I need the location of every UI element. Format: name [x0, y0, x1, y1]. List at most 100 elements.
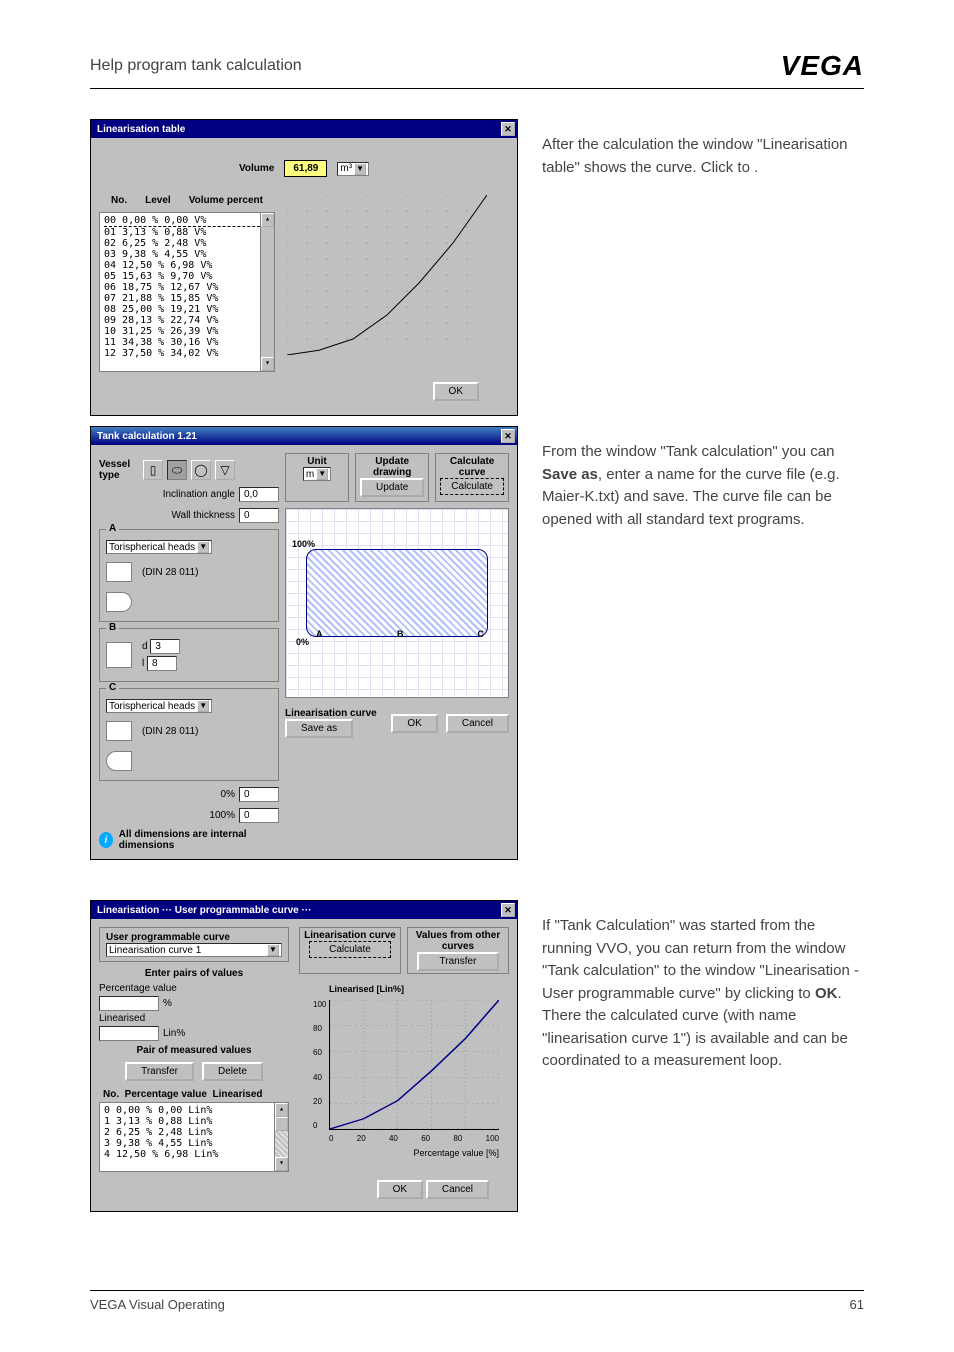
- section-a-label: A: [106, 523, 119, 534]
- table-row[interactable]: 04 12,50 % 6,98 V%: [104, 260, 270, 271]
- table-row[interactable]: 11 34,38 % 30,16 V%: [104, 337, 270, 348]
- scrollbar[interactable]: ▴▾: [260, 213, 274, 371]
- value-list[interactable]: 00 0,00 % 0,00 V%01 3,13 % 0,88 V%02 6,2…: [99, 212, 275, 372]
- ytick: 100: [313, 1000, 327, 1009]
- info-text: All dimensions are internal dimensions: [119, 829, 279, 851]
- d-input[interactable]: [150, 639, 180, 654]
- table-row[interactable]: 01 3,13 % 0,88 V%: [104, 227, 270, 238]
- logo: VEGA: [781, 50, 864, 82]
- pairs-list[interactable]: 0 0,00 % 0,00 Lin%1 3,13 % 0,88 Lin%2 6,…: [99, 1102, 289, 1172]
- table-row[interactable]: 05 15,63 % 9,70 V%: [104, 271, 270, 282]
- curve-select[interactable]: Linearisation curve 1▼: [106, 943, 282, 957]
- table-row[interactable]: 10 31,25 % 26,39 V%: [104, 326, 270, 337]
- close-icon[interactable]: ✕: [501, 903, 515, 917]
- table-row[interactable]: 07 21,88 % 15,85 V%: [104, 293, 270, 304]
- info-icon: i: [99, 832, 113, 848]
- xtick: 40: [389, 1134, 398, 1144]
- table-row[interactable]: 02 6,25 % 2,48 V%: [104, 238, 270, 249]
- scrollbar[interactable]: ▴▾: [274, 1103, 288, 1171]
- section-b-label: B: [106, 622, 119, 633]
- table-row[interactable]: 2 6,25 % 2,48 Lin%: [104, 1127, 284, 1138]
- ok3-button[interactable]: OK: [377, 1180, 423, 1199]
- delete-button[interactable]: Delete: [202, 1062, 263, 1081]
- enter-pairs-label: Enter pairs of values: [99, 968, 289, 979]
- table-row[interactable]: 00 0,00 % 0,00 V%: [104, 215, 270, 227]
- lin-input[interactable]: [99, 1026, 159, 1041]
- lin-label: Linearised: [99, 1013, 289, 1024]
- unit2-select[interactable]: m▼: [303, 467, 331, 481]
- l-label: l: [142, 658, 144, 669]
- xtick: 0: [329, 1134, 333, 1144]
- shape-c-icon: [106, 721, 132, 741]
- cancel2-button[interactable]: Cancel: [446, 714, 509, 733]
- table-row[interactable]: 1 3,13 % 0,88 Lin%: [104, 1116, 284, 1127]
- linearisation-chart: [287, 195, 487, 355]
- para3: If "Tank Calculation" was started from t…: [542, 915, 864, 1073]
- win1-title: Linearisation table: [97, 124, 185, 135]
- linearisation-table-window: Linearisation table ✕ Volume 61,89 m³▼ N…: [90, 119, 518, 416]
- l-input[interactable]: [147, 656, 177, 671]
- table-row[interactable]: 3 9,38 % 4,55 Lin%: [104, 1138, 284, 1149]
- lincurve-label: Linearisation curve: [285, 708, 383, 719]
- ok-button[interactable]: OK: [433, 382, 479, 401]
- heads-c-select[interactable]: Torispherical heads▼: [106, 699, 212, 713]
- transfer-button[interactable]: Transfer: [125, 1062, 194, 1081]
- footer-left: VEGA Visual Operating: [90, 1297, 225, 1312]
- shape-cone-icon[interactable]: ▽: [215, 460, 235, 480]
- pv-input[interactable]: [99, 996, 159, 1011]
- update-button[interactable]: Update: [360, 478, 424, 497]
- update-header: Update drawing: [360, 456, 424, 478]
- xtick: 100: [486, 1134, 499, 1144]
- calc-header: Calculate curve: [440, 456, 504, 478]
- tank-drawing: 100% 0% A B C: [285, 508, 509, 698]
- col-level: Level: [145, 195, 171, 206]
- heads-a-select[interactable]: Torispherical heads▼: [106, 540, 212, 554]
- calc3-button[interactable]: Calculate: [309, 941, 392, 958]
- wall-th-input[interactable]: [239, 508, 279, 523]
- table-row[interactable]: 4 12,50 % 6,98 Lin%: [104, 1149, 284, 1160]
- table-row[interactable]: 08 25,00 % 19,21 V%: [104, 304, 270, 315]
- cancel3-button[interactable]: Cancel: [426, 1180, 489, 1199]
- mark-0: 0%: [296, 637, 309, 647]
- close-icon[interactable]: ✕: [501, 122, 515, 136]
- d-label: d: [142, 641, 148, 652]
- table-row[interactable]: 0 0,00 % 0,00 Lin%: [104, 1105, 284, 1116]
- vfoc-label: Values from other curves: [412, 930, 504, 952]
- shape-h-tank-icon[interactable]: ⬭: [167, 460, 187, 480]
- lh-lin: Linearised: [213, 1089, 263, 1100]
- xtick: 80: [453, 1134, 462, 1144]
- trans3-button[interactable]: Transfer: [417, 952, 500, 971]
- table-row[interactable]: 12 37,50 % 34,02 V%: [104, 348, 270, 359]
- mark-c: C: [478, 629, 485, 639]
- tank-calculation-window: Tank calculation 1.21 ✕ Vessel type ▯ ⬭ …: [90, 426, 518, 860]
- page-title: Help program tank calculation: [90, 57, 302, 75]
- mark-100: 100%: [292, 539, 315, 549]
- section-c-label: C: [106, 682, 119, 693]
- table-row[interactable]: 03 9,38 % 4,55 V%: [104, 249, 270, 260]
- upc-label: User programmable curve: [106, 932, 282, 943]
- body-b-icon: [106, 642, 132, 668]
- close-icon[interactable]: ✕: [501, 429, 515, 443]
- pct0-input[interactable]: [239, 787, 279, 802]
- calculate-button[interactable]: Calculate: [440, 478, 504, 495]
- endcap-c-icon: [106, 751, 132, 771]
- shape-v-tank-icon[interactable]: ▯: [143, 460, 163, 480]
- din-a: (DIN 28 011): [142, 567, 199, 578]
- mark-a: A: [316, 629, 323, 639]
- unit-select[interactable]: m³▼: [337, 162, 369, 176]
- endcap-a-icon: [106, 592, 132, 612]
- lin-chart: Linearised [Lin%] Percentage value [%] 0…: [299, 980, 509, 1160]
- table-row[interactable]: 09 28,13 % 22,74 V%: [104, 315, 270, 326]
- chart3-title: Linearised [Lin%]: [329, 984, 404, 994]
- pct100-input[interactable]: [239, 808, 279, 823]
- lh-no: No.: [103, 1089, 119, 1100]
- chart3-xlabel: Percentage value [%]: [413, 1148, 499, 1158]
- din-c: (DIN 28 011): [142, 726, 199, 737]
- saveas-button[interactable]: Save as: [285, 719, 353, 738]
- shape-a-icon: [106, 562, 132, 582]
- shape-sphere-icon[interactable]: ◯: [191, 460, 211, 480]
- table-row[interactable]: 06 18,75 % 12,67 V%: [104, 282, 270, 293]
- ok2-button[interactable]: OK: [391, 714, 437, 733]
- incl-angle-input[interactable]: [239, 487, 279, 502]
- vessel-type-label: Vessel type: [99, 459, 139, 481]
